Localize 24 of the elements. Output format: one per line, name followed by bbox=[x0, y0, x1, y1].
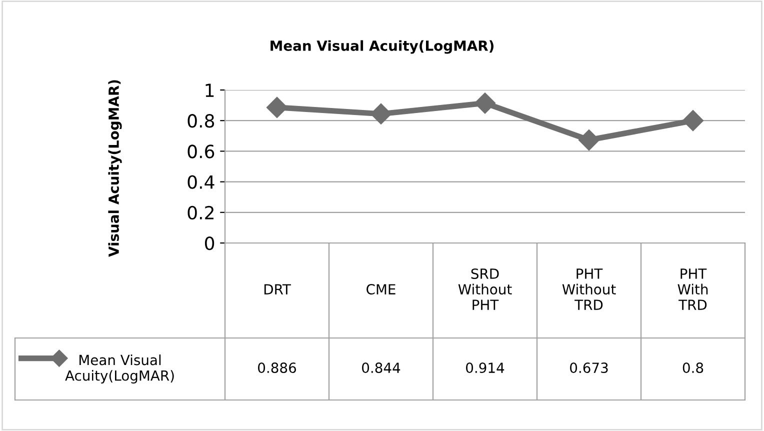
data-label: 0.8 bbox=[682, 362, 704, 374]
data-label: 0.914 bbox=[466, 362, 504, 374]
y-tick-label: 0.4 bbox=[188, 175, 214, 189]
y-axis-title: Visual Acuity(LogMAR) bbox=[108, 80, 122, 257]
chart-title: Mean Visual Acuity(LogMAR) bbox=[270, 40, 494, 54]
data-label: 0.844 bbox=[362, 362, 400, 374]
x-tick-label: PHT Without TRD bbox=[562, 268, 616, 310]
x-tick-label: CME bbox=[366, 284, 396, 295]
data-label: 0.886 bbox=[258, 362, 296, 374]
y-tick-label: 0.8 bbox=[188, 114, 214, 128]
x-tick-label: PHT With TRD bbox=[678, 268, 708, 310]
data-label: 0.673 bbox=[570, 362, 608, 374]
y-tick-label: 1 bbox=[206, 84, 214, 97]
x-tick-label: DRT bbox=[264, 284, 291, 294]
point bbox=[578, 130, 600, 151]
point bbox=[682, 110, 704, 132]
point bbox=[474, 92, 496, 114]
y-tick-label: 0.2 bbox=[188, 206, 214, 220]
point bbox=[266, 96, 288, 118]
legend-label: Mean Visual Acuity(LogMAR) bbox=[65, 354, 174, 384]
y-tick-label: 0 bbox=[204, 236, 214, 250]
point bbox=[370, 103, 392, 124]
x-tick-label: SRD Without PHT bbox=[458, 268, 512, 310]
y-tick-label: 0.6 bbox=[188, 144, 214, 158]
